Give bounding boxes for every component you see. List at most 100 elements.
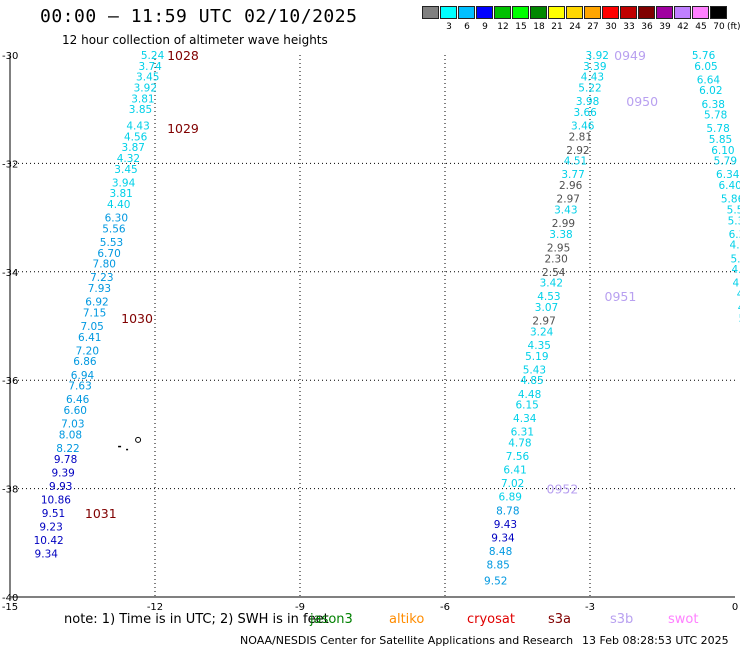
scale-unit-label: (ft) xyxy=(727,22,740,32)
scale-swatch xyxy=(512,6,529,19)
longitude-tick-label: -9 xyxy=(295,602,305,613)
wave-height-value: 4.35 xyxy=(528,340,551,352)
wave-height-value: 3.81 xyxy=(131,93,154,105)
wave-height-value: 2.96 xyxy=(559,180,583,192)
wave-height-value: 2.81 xyxy=(569,131,592,143)
wave-height-value: 6.02 xyxy=(699,85,722,97)
scale-tick-label: 27 xyxy=(587,22,599,32)
scale-swatch xyxy=(584,6,601,19)
wave-height-value: 6.10 xyxy=(711,145,734,157)
wave-height-value: 3.38 xyxy=(549,229,572,241)
wave-height-value: 4.51 xyxy=(564,156,587,168)
wave-height-value: 2.92 xyxy=(566,145,589,157)
wave-height-value: 9.39 xyxy=(51,467,74,479)
wave-height-value: 3.07 xyxy=(535,302,558,314)
scale-tick-label: 3 xyxy=(446,22,452,32)
wave-height-value: 3.92 xyxy=(134,83,157,95)
track-time-label: 1031 xyxy=(85,506,117,521)
wave-height-value: 6.30 xyxy=(105,213,128,225)
wave-height-value: 3.39 xyxy=(583,61,606,73)
wave-height-value: 6.38 xyxy=(702,99,725,111)
wave-height-value: 5.78 xyxy=(706,123,729,135)
wave-height-value: 3.43 xyxy=(554,204,577,216)
longitude-tick-label: -6 xyxy=(440,602,450,613)
wave-height-value: 9.93 xyxy=(49,481,72,493)
scale-tick-label: 42 xyxy=(677,22,689,32)
scale-swatch xyxy=(422,6,439,19)
longitude-tick-label: 0 xyxy=(732,602,738,613)
wave-height-value: 4.53 xyxy=(537,291,560,303)
wave-height-value: 7.93 xyxy=(88,283,111,295)
wave-height-value: 4.78 xyxy=(508,438,531,450)
wave-height-value: 4.40 xyxy=(107,199,130,211)
wave-height-value: 2.99 xyxy=(552,218,575,230)
map-title: 00:00 – 11:59 UTC 02/10/2025 xyxy=(40,6,358,27)
wave-height-value: 4. xyxy=(738,302,740,314)
wave-height-value: 4.43 xyxy=(126,120,149,132)
wave-height-value: 3.81 xyxy=(109,188,132,200)
wave-height-value: 6.86 xyxy=(73,356,97,368)
track-time-label: 0952 xyxy=(547,482,579,497)
wave-height-value: 4.56 xyxy=(124,131,148,143)
wave-height-value: 4.32 xyxy=(117,153,140,165)
scale-swatch xyxy=(458,6,475,19)
scale-swatch xyxy=(692,6,709,19)
wave-height-value: 2.95 xyxy=(547,242,570,254)
scale-tick-label: 70 xyxy=(713,22,725,32)
wave-height-value: 5.43 xyxy=(523,364,546,376)
scale-swatch xyxy=(638,6,655,19)
scale-tick-label: 24 xyxy=(569,22,581,32)
wave-height-value: 3.77 xyxy=(561,169,584,181)
scale-swatch xyxy=(674,6,691,19)
scale-swatch xyxy=(602,6,619,19)
scale-swatch xyxy=(476,6,493,19)
longitude-tick-label: -3 xyxy=(585,602,595,613)
latitude-tick-label: -40 xyxy=(2,593,18,604)
scale-swatch xyxy=(566,6,583,19)
island-outline xyxy=(126,448,129,451)
latitude-tick-label: -38 xyxy=(2,485,18,496)
latitude-tick-label: -36 xyxy=(2,376,18,387)
wave-height-value: 7.05 xyxy=(80,321,103,333)
wave-height-value: 4.85 xyxy=(520,375,543,387)
wave-height-value: 7.63 xyxy=(68,381,91,393)
wave-height-value: 2.54 xyxy=(542,267,566,279)
scale-swatch xyxy=(656,6,673,19)
wave-height-value: 4.43 xyxy=(581,72,604,84)
scale-swatch xyxy=(494,6,511,19)
wave-height-value: 4. xyxy=(737,288,740,300)
scale-tick-label: 36 xyxy=(641,22,653,32)
wave-height-value: 5. xyxy=(739,313,740,325)
scale-tick-label: 33 xyxy=(623,22,635,32)
latitude-tick-label: -34 xyxy=(2,268,18,279)
satellite-legend-item: s3a xyxy=(548,612,572,627)
wave-height-value: 5.22 xyxy=(578,83,601,95)
latitude-tick-label: -32 xyxy=(2,159,18,170)
wave-height-value: 7.03 xyxy=(61,419,84,431)
wave-height-value: 6.89 xyxy=(499,492,522,504)
wave-height-value: 7.02 xyxy=(501,478,524,490)
wave-height-value: 8.22 xyxy=(56,443,79,455)
wave-height-value: 5.24 xyxy=(141,50,165,62)
wave-height-value: 8.78 xyxy=(496,505,519,517)
wave-height-value: 3.42 xyxy=(540,278,563,290)
wave-height-value: 5.8 xyxy=(731,253,740,265)
wave-height-value: 5.56 xyxy=(102,223,126,235)
wave-height-value: 5.78 xyxy=(704,110,727,122)
wave-height-value: 6.70 xyxy=(97,248,120,260)
wave-height-value: 9.78 xyxy=(54,454,77,466)
wave-height-value: 7.80 xyxy=(93,259,116,271)
wave-height-value: 6.92 xyxy=(85,297,108,309)
wave-height-value: 9.51 xyxy=(42,508,65,520)
latitude-tick-label: -30 xyxy=(2,51,18,62)
scale-tick-label: 18 xyxy=(533,22,545,32)
wave-height-value: 3.92 xyxy=(586,50,609,62)
wave-height-value: 3.98 xyxy=(576,96,599,108)
wave-height-value: 2.30 xyxy=(544,253,567,265)
wave-height-value: 5.76 xyxy=(692,50,716,62)
longitude-tick-label: -15 xyxy=(2,602,18,613)
track-time-label: 1030 xyxy=(121,311,153,326)
track-time-label: 0951 xyxy=(605,289,637,304)
longitude-tick-label: -12 xyxy=(147,602,163,613)
scale-swatch xyxy=(710,6,727,19)
